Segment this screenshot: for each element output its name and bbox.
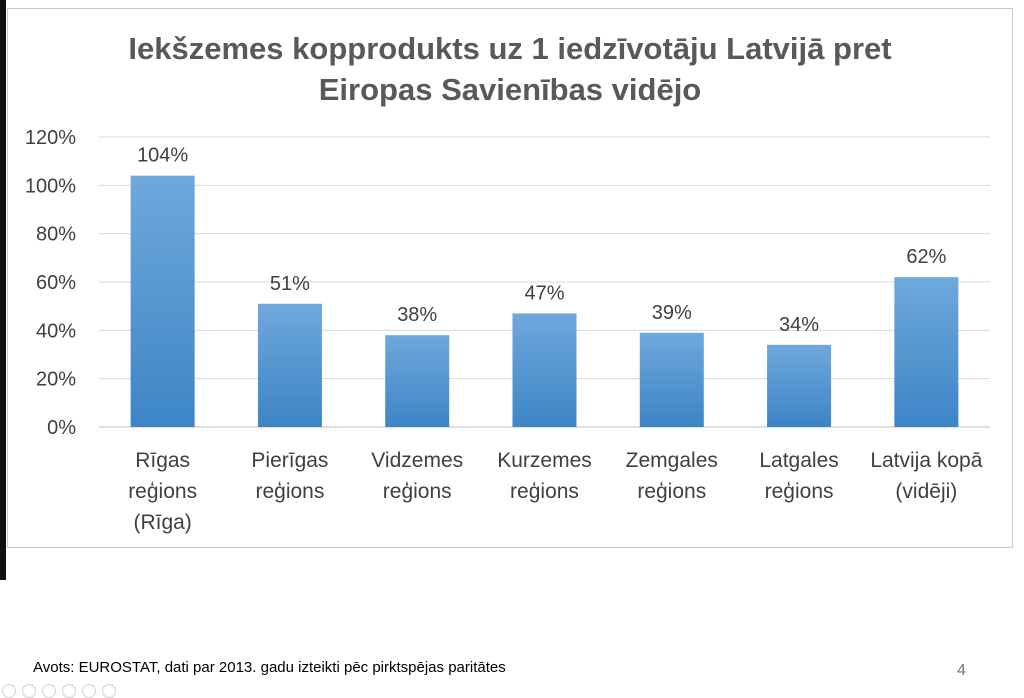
chart-title-line-2: Eiropas Savienības vidējo <box>318 72 702 107</box>
x-category-label: reģions <box>128 480 197 503</box>
data-label: 39% <box>652 302 692 324</box>
y-tick-label: 100% <box>25 175 76 197</box>
bars <box>130 175 959 427</box>
y-tick-label: 80% <box>36 224 76 246</box>
bar <box>512 313 577 427</box>
x-category-label: Rīgas <box>135 449 190 472</box>
y-tick-label: 0% <box>47 417 76 439</box>
data-label: 51% <box>270 273 310 295</box>
data-label: 62% <box>906 246 946 268</box>
data-label: 34% <box>779 314 819 336</box>
data-label: 38% <box>397 304 437 326</box>
bar <box>639 332 704 427</box>
bar <box>130 175 195 427</box>
x-category-label: reģions <box>510 480 579 503</box>
chart-title-line-1: Iekšzemes kopprodukts uz 1 iedzīvotāju L… <box>128 31 892 66</box>
x-category-label: reģions <box>765 480 834 503</box>
zoom-icon[interactable] <box>82 684 96 698</box>
x-category-label: reģions <box>637 480 706 503</box>
x-category-label: Vidzemes <box>371 449 463 472</box>
x-category-label: (Rīga) <box>133 511 191 534</box>
next-icon[interactable] <box>22 684 36 698</box>
x-category-label: Zemgales <box>626 449 718 472</box>
x-category-label: reģions <box>383 480 452 503</box>
data-label: 104% <box>137 145 188 167</box>
y-tick-label: 120% <box>25 127 76 149</box>
slides-icon[interactable] <box>62 684 76 698</box>
x-category-label: Latvija kopā <box>870 449 982 472</box>
x-category-label: reģions <box>255 480 324 503</box>
slide-edge <box>0 0 6 580</box>
bar <box>385 335 450 427</box>
x-category-label: (vidēji) <box>895 480 957 503</box>
previous-icon[interactable] <box>2 684 16 698</box>
x-axis-categories: Rīgas reģions (Rīga) Pierīgas reģions Vidzeme… <box>128 449 983 534</box>
source-note: Avots: EUROSTAT, dati par 2013. gadu izt… <box>33 659 506 676</box>
x-category-label: Latgales <box>759 449 838 472</box>
bar <box>894 277 959 427</box>
y-tick-label: 20% <box>36 369 76 391</box>
y-tick-label: 60% <box>36 272 76 294</box>
chart-title: Iekšzemes kopprodukts uz 1 iedzīvotāju L… <box>7 28 1013 110</box>
pen-icon[interactable] <box>42 684 56 698</box>
data-label: 47% <box>524 282 564 304</box>
bar <box>767 344 832 427</box>
slide-number: 4 <box>957 662 966 679</box>
y-tick-label: 40% <box>36 320 76 342</box>
bar <box>257 303 322 427</box>
x-category-label: Pierīgas <box>251 449 328 472</box>
x-category-label: Kurzemes <box>497 449 592 472</box>
data-labels: 104% 51% 38% 47% 39% 34% 62% <box>137 145 947 336</box>
y-axis-ticks: 0% 20% 40% 60% 80% 100% 120% <box>25 127 76 439</box>
slideshow-toolbar <box>2 684 172 698</box>
more-options-icon[interactable] <box>102 684 116 698</box>
